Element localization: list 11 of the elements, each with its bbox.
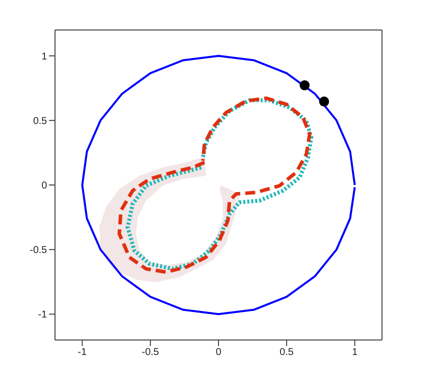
line-series <box>81 54 356 316</box>
y-tick-label: 0.5 <box>33 116 48 127</box>
y-tick-label: 0 <box>41 180 48 192</box>
x-tick-label: 1 <box>352 347 358 358</box>
x-tick-label: -0.5 <box>142 347 160 358</box>
y-tick-label: -1 <box>38 310 48 321</box>
x-tick-label: -1 <box>78 347 88 358</box>
y-tick-label: 1 <box>41 51 48 62</box>
y-tick-label: -0.5 <box>30 245 48 256</box>
x-tick-label: 0 <box>216 347 222 358</box>
x-tick-label: 0.5 <box>280 347 294 358</box>
